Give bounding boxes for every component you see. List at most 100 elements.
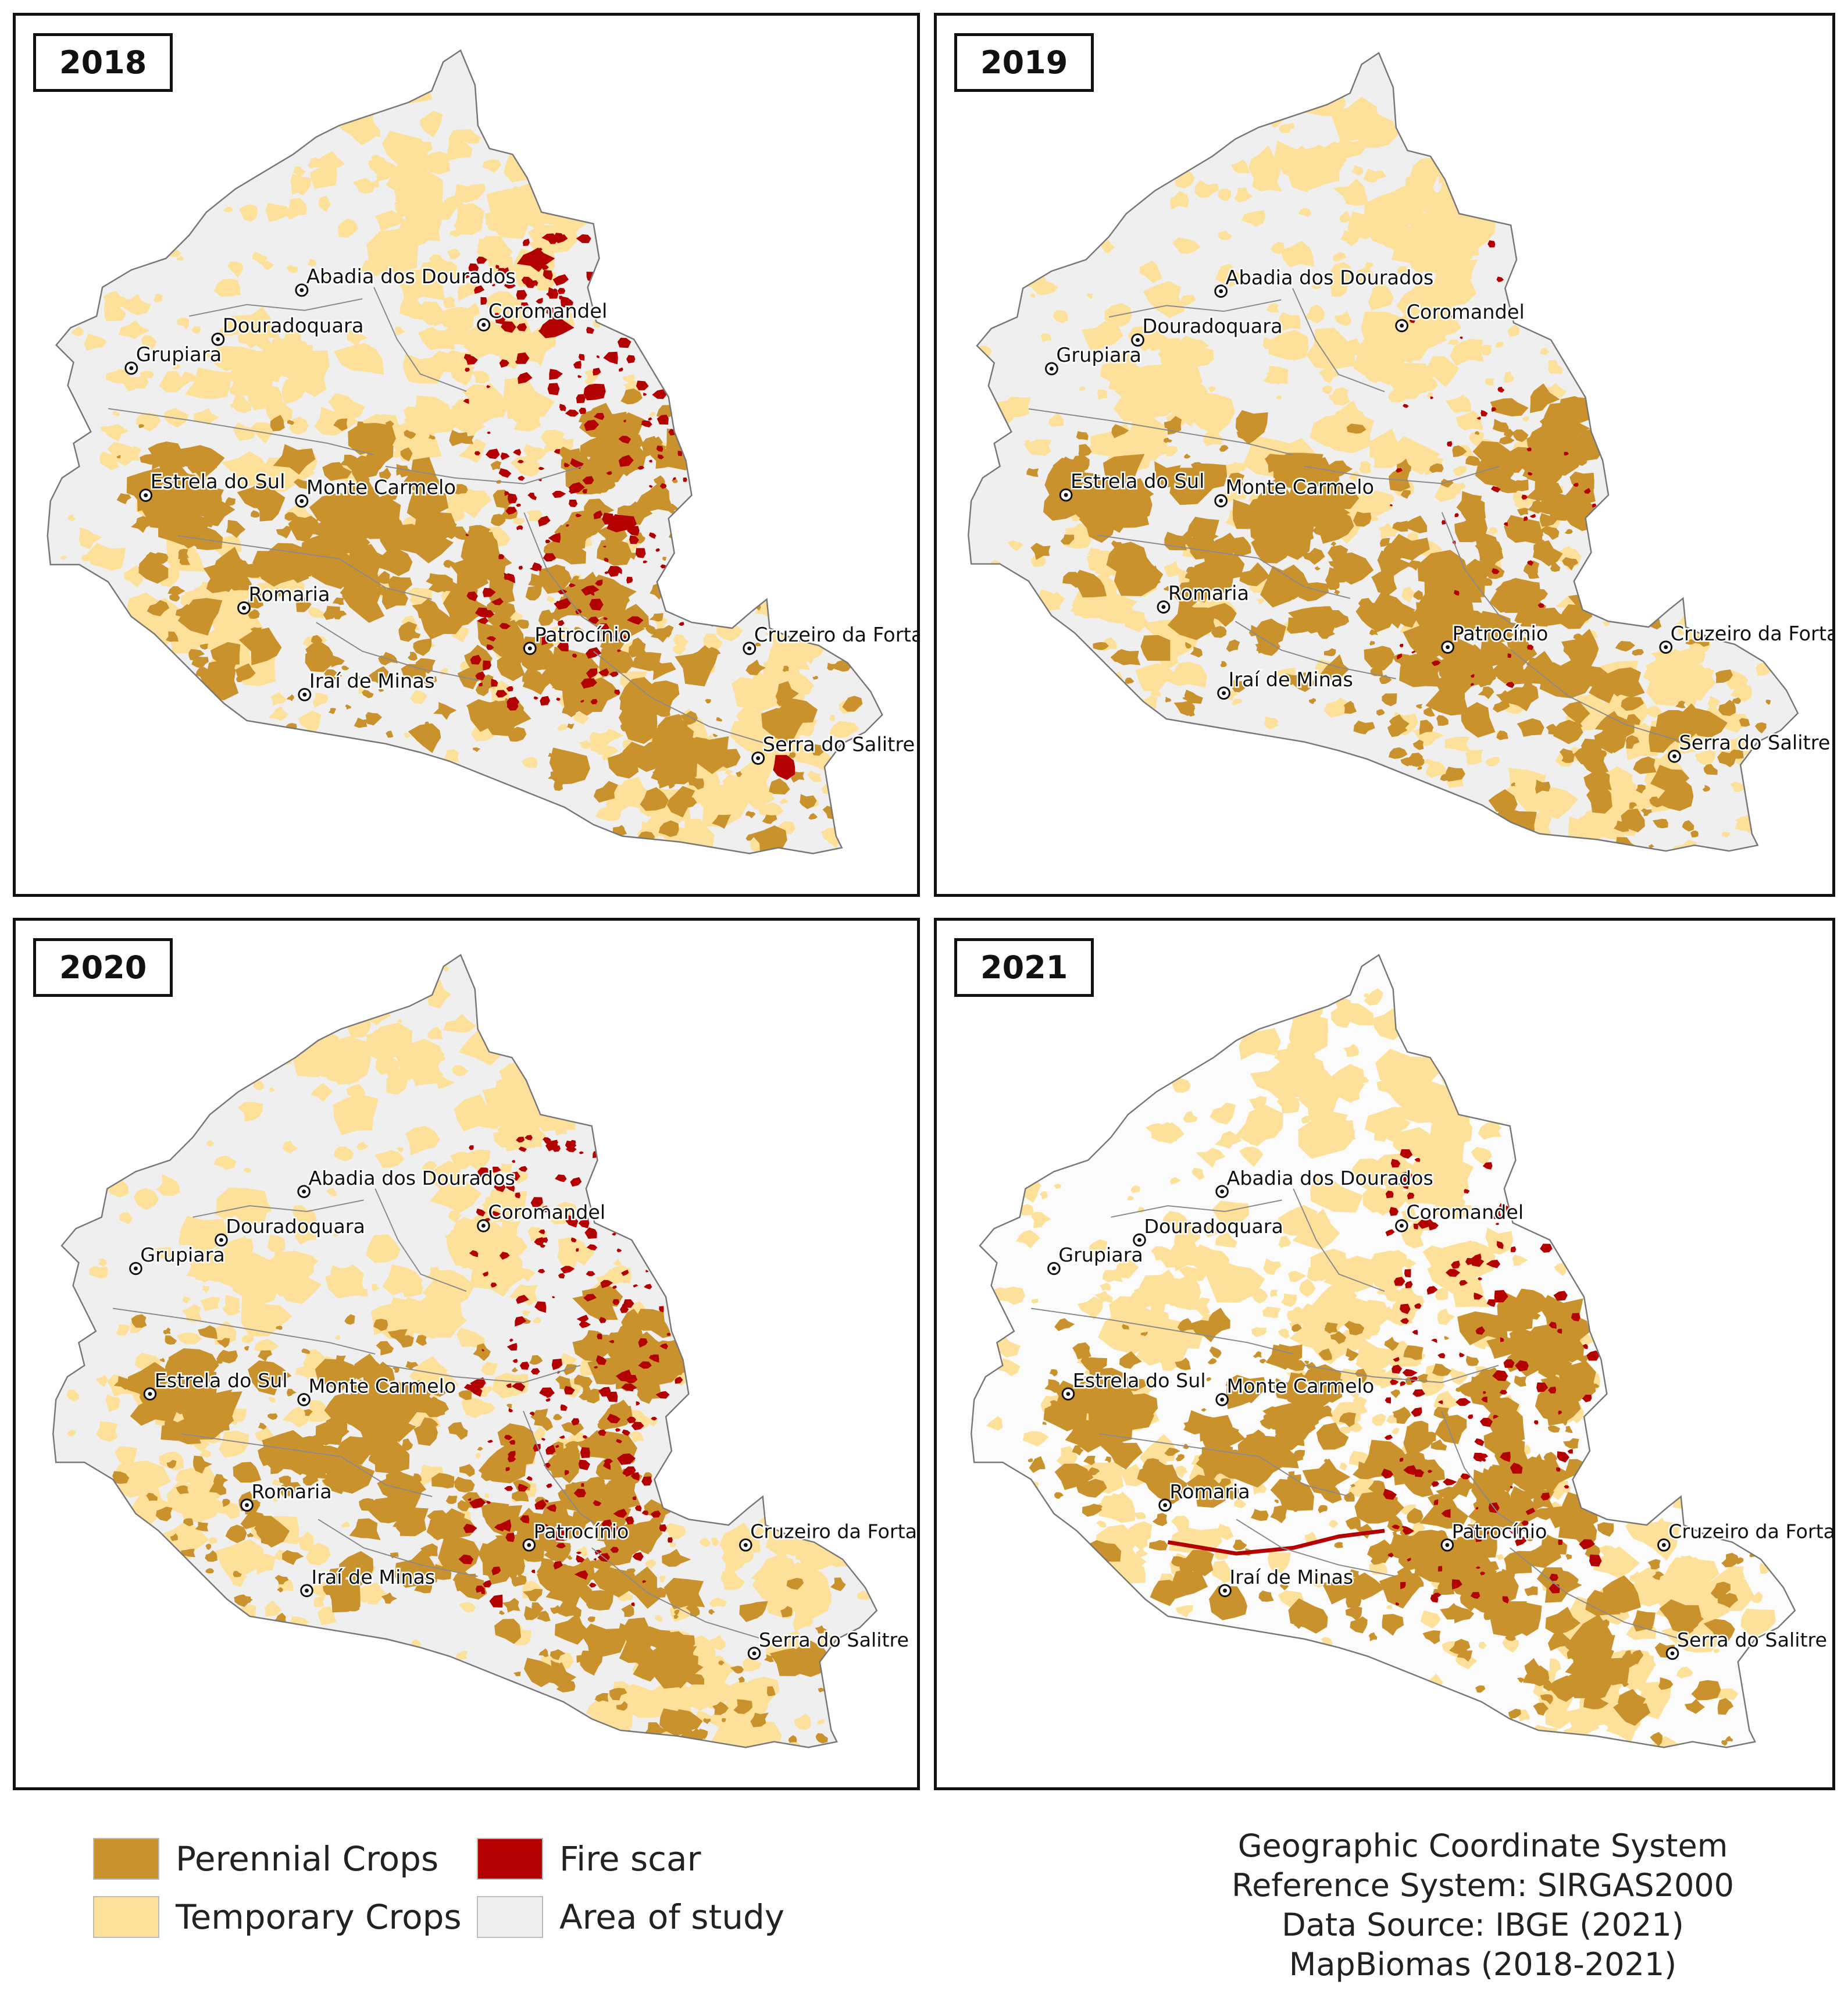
city-label: Grupiara xyxy=(140,1243,225,1266)
city-marker: Serra do Salitre xyxy=(1665,1627,1828,1660)
city-label: Serra do Salitre xyxy=(1679,731,1830,754)
map-2021: Abadia dos Dourados Coromandel Douradoquar… xyxy=(971,953,1832,1748)
legend-item-perennial: Perennial Crops xyxy=(93,1838,438,1880)
city-label: Patrocínio xyxy=(534,623,631,646)
city-label: Monte Carmelo xyxy=(308,1375,456,1398)
city-label: Monte Carmelo xyxy=(1226,476,1375,498)
credit-line: Reference System: SIRGAS2000 xyxy=(1231,1867,1735,1904)
city-label: Patrocínio xyxy=(534,1520,629,1543)
city-label: Douradoquara xyxy=(1144,1215,1283,1238)
city-marker: Estrela do Sul xyxy=(1061,1367,1207,1401)
city-label: Iraí de Minas xyxy=(1228,668,1353,691)
city-marker: Cruzeiro da Fortaleza xyxy=(1657,1519,1832,1552)
city-label: Cruzeiro da Fortaleza xyxy=(754,623,917,646)
city-label: Douradoquara xyxy=(1142,315,1282,338)
city-marker: Patrocínio xyxy=(1441,621,1550,654)
credit-line: Data Source: IBGE (2021) xyxy=(1282,1907,1684,1943)
legend-label: Perennial Crops xyxy=(176,1839,439,1879)
city-label: Coromandel xyxy=(488,1201,605,1224)
city-label: Coromandel xyxy=(488,300,608,323)
city-marker: Douradoquara xyxy=(1133,1214,1285,1247)
city-marker: Patrocínio xyxy=(523,622,633,655)
land-use-layer xyxy=(976,65,1781,851)
map-legend: Perennial Crops Fire scar Temporary Crop… xyxy=(93,1838,849,1983)
city-marker: Iraí de Minas xyxy=(298,668,436,701)
city-marker: Romaria xyxy=(240,1479,333,1512)
city-marker: Abadia dos Dourados xyxy=(1214,265,1435,298)
city-marker: Coromandel xyxy=(477,1199,607,1232)
city-marker: Grupiara xyxy=(1045,343,1143,376)
study-area-outline xyxy=(971,953,1796,1748)
legend-swatch xyxy=(477,1838,543,1880)
city-marker: Abadia dos Dourados xyxy=(295,263,518,297)
legend-swatch xyxy=(93,1896,159,1938)
city-label: Romaria xyxy=(248,583,330,605)
legend-item-temporary: Temporary Crops xyxy=(93,1896,462,1938)
city-marker: Estrela do Sul xyxy=(139,469,287,502)
legend-label: Temporary Crops xyxy=(176,1897,462,1937)
city-label: Patrocínio xyxy=(1452,622,1548,645)
map-panel-2021: Abadia dos Dourados Coromandel Douradoquar… xyxy=(934,918,1835,1790)
city-label: Abadia dos Dourados xyxy=(1226,1167,1433,1189)
city-label: Monte Carmelo xyxy=(306,476,456,499)
year-label: 2020 xyxy=(33,938,173,997)
city-marker: Coromandel xyxy=(1395,300,1526,333)
city-label: Grupiara xyxy=(1058,1243,1143,1266)
city-label: Estrela do Sul xyxy=(151,471,286,493)
city-marker: Patrocínio xyxy=(1440,1519,1549,1552)
city-marker: Patrocínio xyxy=(522,1519,630,1552)
city-label: Estrela do Sul xyxy=(155,1369,288,1392)
city-marker: Grupiara xyxy=(124,342,223,375)
city-marker: Romaria xyxy=(237,582,331,615)
city-marker: Coromandel xyxy=(1395,1199,1525,1232)
city-label: Serra do Salitre xyxy=(763,733,915,756)
map-2019: Abadia dos Dourados Coromandel Douradoquar… xyxy=(968,52,1832,852)
city-label: Douradoquara xyxy=(226,1215,365,1238)
city-label: Douradoquara xyxy=(223,314,364,337)
city-marker: Estrela do Sul xyxy=(143,1367,289,1401)
city-label: Coromandel xyxy=(1407,301,1525,323)
map-2018: Abadia dos Dourados Coromandel Douradoquar… xyxy=(47,49,917,854)
city-label: Patrocínio xyxy=(1452,1520,1547,1543)
city-marker: Coromandel xyxy=(477,298,609,332)
legend-item-area: Area of study xyxy=(477,1896,784,1938)
study-area-outline xyxy=(47,49,883,854)
city-label: Estrela do Sul xyxy=(1073,1369,1206,1392)
city-marker: Serra do Salitre xyxy=(747,1627,910,1660)
city-label: Serra do Salitre xyxy=(1677,1629,1827,1651)
city-label: Estrela do Sul xyxy=(1071,470,1204,493)
map-panel-2018: Abadia dos Dourados Coromandel Douradoquar… xyxy=(13,13,920,897)
city-label: Cruzeiro da Fortaleza xyxy=(1671,622,1832,645)
city-marker: Grupiara xyxy=(1047,1242,1144,1275)
year-label: 2019 xyxy=(954,33,1094,92)
legend-label: Fire scar xyxy=(559,1839,701,1879)
city-marker: Monte Carmelo xyxy=(1214,475,1376,508)
city-label: Coromandel xyxy=(1406,1201,1524,1224)
city-marker: Abadia dos Dourados xyxy=(297,1165,516,1198)
city-label: Iraí de Minas xyxy=(309,669,435,692)
land-use-layer xyxy=(980,984,1776,1748)
city-label: Romaria xyxy=(251,1480,331,1503)
city-label: Grupiara xyxy=(136,343,222,366)
city-marker: Romaria xyxy=(1157,580,1251,614)
city-marker: Estrela do Sul xyxy=(1059,469,1206,502)
city-marker: Monte Carmelo xyxy=(297,1373,458,1406)
city-label: Abadia dos Dourados xyxy=(308,1167,515,1189)
city-label: Serra do Salitre xyxy=(759,1629,909,1651)
legend-item-fire: Fire scar xyxy=(477,1838,701,1880)
legend-swatch xyxy=(93,1838,159,1880)
map-credits: Geographic Coordinate System Reference S… xyxy=(1192,1826,1774,1984)
city-label: Monte Carmelo xyxy=(1226,1375,1374,1398)
map-panel-2019: Abadia dos Dourados Coromandel Douradoquar… xyxy=(934,13,1835,897)
map-panel-2020: Abadia dos Dourados Coromandel Douradoquar… xyxy=(13,918,920,1790)
city-marker: Douradoquara xyxy=(211,313,365,346)
map-2020: Abadia dos Dourados Coromandel Douradoquar… xyxy=(52,953,917,1748)
city-marker: Serra do Salitre xyxy=(751,732,916,765)
legend-label: Area of study xyxy=(559,1897,785,1937)
city-marker: Cruzeiro da Fortaleza xyxy=(739,1519,917,1552)
city-label: Cruzeiro da Fortaleza xyxy=(1668,1520,1832,1543)
city-label: Romaria xyxy=(1169,1480,1250,1503)
city-label: Romaria xyxy=(1168,582,1249,605)
city-marker: Monte Carmelo xyxy=(295,475,458,508)
city-marker: Grupiara xyxy=(129,1242,226,1275)
